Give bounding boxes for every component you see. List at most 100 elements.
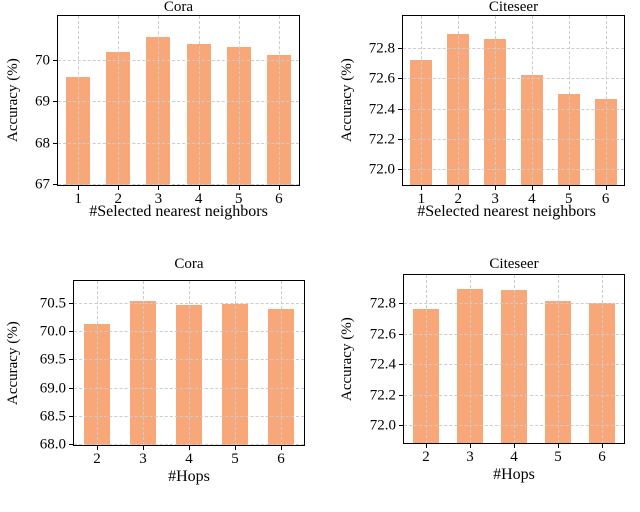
v-gridline: [558, 275, 559, 443]
y-axis-label: Accuracy (%): [5, 58, 21, 143]
x-tick-mark: [495, 186, 497, 190]
x-tick-label: 3: [154, 191, 163, 207]
y-tick-label: 72.8: [368, 40, 395, 57]
y-axis-label: Accuracy (%): [339, 58, 355, 143]
x-tick-label: 4: [510, 449, 518, 465]
x-tick-mark: [97, 446, 98, 450]
v-gridline: [118, 16, 120, 185]
v-gridline: [531, 16, 533, 185]
h-gridline: [403, 138, 624, 140]
x-tick-label: 1: [417, 191, 426, 207]
h-gridline: [403, 108, 624, 110]
h-gridline: [403, 48, 624, 50]
x-tick-mark: [426, 444, 427, 448]
x-tick-label: 5: [231, 451, 239, 467]
y-tick-label: 72.2: [368, 131, 395, 148]
x-axis-label: #Selected nearest neighbors: [417, 203, 596, 220]
v-gridline: [158, 16, 160, 185]
x-tick-mark: [458, 186, 460, 190]
chart-title: Cora: [174, 256, 204, 272]
x-axis-label: #Hops: [168, 468, 210, 485]
x-tick-mark: [605, 186, 607, 190]
y-tick-label: 72.4: [368, 101, 395, 118]
x-axis-label: #Selected nearest neighbors: [89, 203, 268, 220]
bar-4: [175, 305, 203, 445]
y-tick-label: 69.0: [39, 380, 66, 397]
subplot-cora-hops: Cora Accuracy (%) 68.0 68.5 69.0 69.5 70.0 70…: [0, 255, 320, 512]
y-tick-label: 69.5: [39, 351, 66, 368]
v-gridline: [495, 16, 497, 185]
x-tick-label: 3: [466, 449, 474, 465]
v-gridline: [235, 281, 236, 445]
x-tick-label: 5: [554, 449, 562, 465]
h-gridline: [58, 142, 299, 144]
y-tick-mark: [53, 184, 57, 185]
h-gridline: [58, 101, 299, 103]
y-tick-mark: [399, 364, 403, 366]
x-tick-label: 2: [422, 449, 430, 465]
chart-title: Citeseer: [489, 256, 539, 272]
h-gridline: [58, 184, 299, 185]
y-tick-label: 70: [35, 52, 50, 69]
y-tick-mark: [399, 303, 403, 305]
v-gridline: [281, 281, 282, 445]
y-tick-mark: [399, 394, 403, 396]
y-tick-mark: [398, 48, 402, 50]
x-tick-label: 2: [93, 451, 101, 467]
y-axis-label: Accuracy (%): [5, 321, 21, 405]
y-tick-label: 68: [35, 135, 50, 152]
y-tick-mark: [69, 415, 73, 417]
bar-5: [545, 300, 571, 443]
v-gridline: [458, 16, 460, 185]
y-tick-label: 68.5: [39, 408, 66, 425]
x-tick-mark: [158, 186, 160, 190]
y-axis-label: Accuracy (%): [339, 317, 355, 401]
x-tick-label: 4: [528, 191, 536, 207]
x-tick-mark: [514, 444, 515, 448]
subplot-citeseer-neighbors: Citeseer Accuracy (%) 72.0 72.2 72.4 72.6 72…: [320, 0, 640, 245]
x-tick-mark: [470, 444, 471, 448]
y-tick-mark: [53, 142, 57, 144]
x-tick-label: 4: [185, 451, 193, 467]
y-tick-mark: [398, 138, 402, 140]
x-axis-label: #Hops: [493, 466, 535, 483]
bar-5: [557, 94, 580, 185]
h-gridline: [58, 59, 299, 61]
h-gridline: [403, 168, 624, 170]
x-tick-mark: [602, 444, 603, 448]
x-tick-label: 1: [74, 191, 82, 207]
x-tick-mark: [278, 186, 280, 190]
x-tick-mark: [78, 186, 80, 190]
y-tick-label: 72.6: [368, 70, 395, 87]
y-tick-mark: [69, 303, 73, 305]
v-gridline: [78, 16, 80, 185]
x-tick-mark: [118, 186, 120, 190]
y-tick-mark: [69, 387, 73, 389]
y-tick-label: 72.0: [369, 417, 396, 434]
plot-area: 72.0 72.2 72.4 72.6 72.8 1 2 3 4 5 6: [369, 15, 625, 207]
x-tick-label: 2: [454, 191, 463, 207]
bar-6: [589, 302, 615, 443]
y-tick-mark: [53, 101, 57, 103]
v-gridline: [514, 275, 515, 443]
bar-3: [457, 288, 483, 443]
bar-3: [129, 300, 157, 445]
chart-title: Cora: [163, 0, 194, 15]
v-gridline: [426, 275, 427, 443]
bar-2: [83, 323, 111, 445]
x-tick-mark: [235, 446, 236, 450]
v-gridline: [97, 281, 98, 445]
y-tick-label: 67: [35, 176, 50, 193]
x-tick-label: 3: [139, 451, 147, 467]
subplot-citeseer-hops: Citeseer Accuracy (%) 72.0 72.2 72.4 72.6 72…: [320, 255, 640, 512]
y-tick-label: 69: [35, 93, 50, 110]
plot-area: 67 68 69 70 1 2 3 4 5 6: [35, 15, 300, 207]
y-tick-mark: [53, 59, 57, 61]
bar-4: [501, 290, 527, 443]
y-tick-label: 70.0: [39, 323, 66, 340]
v-gridline: [470, 275, 471, 443]
plot-area: 72.0 72.2 72.4 72.6 72.8 2 3 4 5 6: [370, 274, 625, 465]
h-gridline: [403, 78, 624, 80]
x-tick-label: 6: [601, 191, 610, 207]
